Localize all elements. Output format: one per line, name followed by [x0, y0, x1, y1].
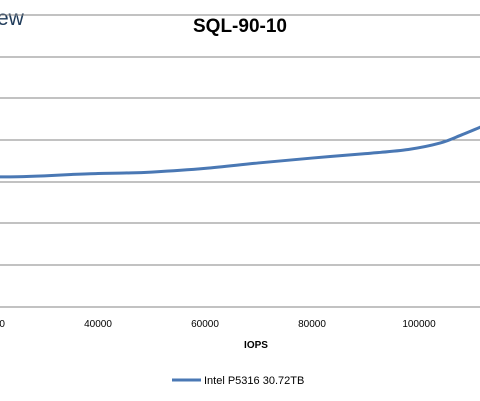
- x-axis-label: IOPS: [244, 340, 268, 351]
- x-tick-labels: 20000 40000 60000 80000 100000: [0, 319, 436, 330]
- x-tick-label: 40000: [84, 319, 112, 330]
- x-tick-label: 20000: [0, 319, 5, 330]
- watermark-fragment: ew: [0, 7, 25, 30]
- legend-label: Intel P5316 30.72TB: [204, 375, 304, 387]
- series-line: [0, 125, 480, 179]
- chart-title: SQL-90-10: [193, 16, 287, 37]
- x-tick-label: 80000: [298, 319, 326, 330]
- x-tick-label: 100000: [402, 319, 436, 330]
- gridlines: [0, 14, 480, 266]
- x-tick-label: 60000: [191, 319, 219, 330]
- legend: Intel P5316 30.72TB: [172, 375, 304, 387]
